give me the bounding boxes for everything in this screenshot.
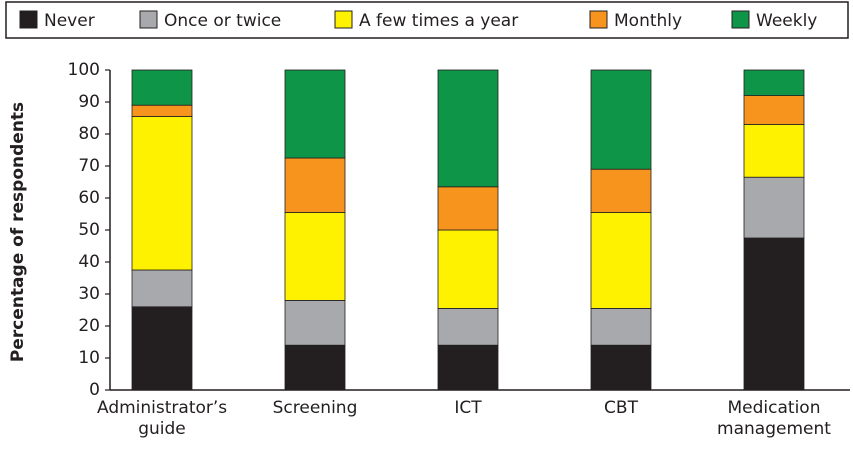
bar-segment (284, 344, 346, 391)
bar-segment (743, 69, 805, 97)
legend-label: Never (44, 11, 95, 31)
legend-label: Weekly (756, 11, 817, 31)
bar-segment (131, 104, 193, 117)
legend-swatch (334, 10, 353, 29)
legend-swatch (19, 10, 38, 29)
y-tick-label: 10 (78, 348, 100, 368)
y-tick-label: 30 (78, 284, 100, 304)
y-tick-label: 70 (78, 156, 100, 176)
bar-segment (743, 237, 805, 391)
bar-segment (131, 69, 193, 106)
bar-segment (590, 307, 652, 346)
bar-segment (437, 229, 499, 309)
y-tick-label: 90 (78, 92, 100, 112)
y-tick-label: 100 (68, 60, 100, 80)
y-tick-label: 0 (89, 380, 100, 400)
bar-segment (284, 299, 346, 346)
x-tick-label: Administrator’s guide (97, 398, 228, 439)
legend-label: A few times a year (359, 11, 518, 31)
bar-segment (131, 269, 193, 308)
y-axis-title: Percentage of respondents (8, 102, 28, 362)
bar-segment (437, 307, 499, 346)
x-tick-label: ICT (454, 398, 482, 418)
bar-segment (284, 157, 346, 213)
bar-segment (590, 344, 652, 391)
x-tick-label: Medication management (717, 398, 831, 439)
y-tick-label: 20 (78, 316, 100, 336)
y-tick-label: 60 (78, 188, 100, 208)
bar-segment (590, 69, 652, 170)
bar-segment (284, 69, 346, 159)
legend-label: Once or twice (164, 11, 281, 31)
bar-segment (743, 176, 805, 239)
legend-swatch (589, 10, 608, 29)
bar-segment (284, 211, 346, 301)
legend-swatch (139, 10, 158, 29)
legend-label: Monthly (614, 11, 682, 31)
bar-segment (590, 211, 652, 309)
bar-segment (131, 306, 193, 391)
bar-segment (437, 186, 499, 231)
bar-segment (743, 124, 805, 178)
bar-segment (590, 168, 652, 213)
x-tick-label: CBT (604, 398, 638, 418)
y-tick-label: 40 (78, 252, 100, 272)
bar-segment (437, 344, 499, 391)
bar-segment (437, 69, 499, 188)
y-tick-label: 80 (78, 124, 100, 144)
x-tick-label: Screening (272, 398, 358, 418)
legend-swatch (731, 10, 750, 29)
bar-segment (131, 116, 193, 271)
y-tick-label: 50 (78, 220, 100, 240)
bar-segment (743, 95, 805, 125)
